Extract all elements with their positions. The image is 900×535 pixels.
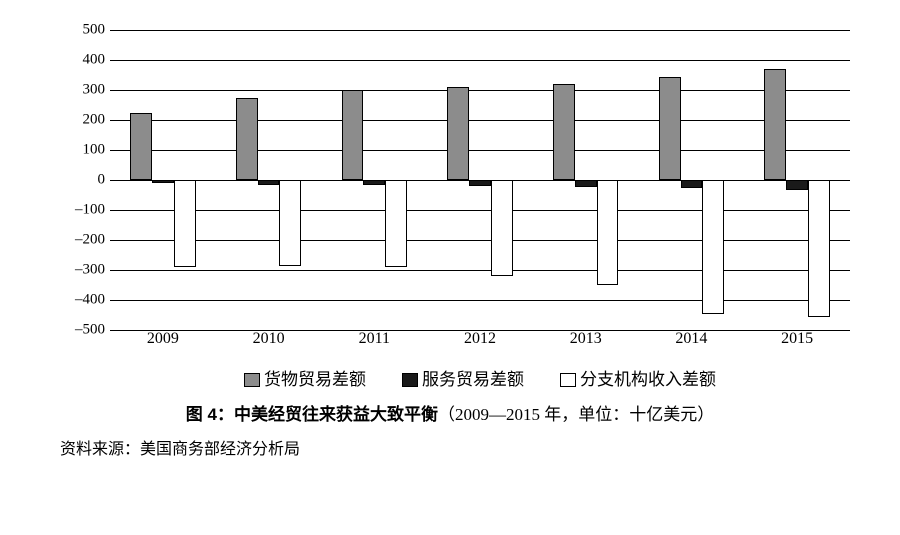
bar-affiliates	[279, 180, 301, 266]
gridline	[110, 300, 850, 301]
bar-affiliates	[597, 180, 619, 285]
gridline	[110, 60, 850, 61]
figure-title: 中美经贸往来获益大致平衡	[234, 405, 438, 424]
plot-area	[110, 30, 850, 331]
bar-goods	[553, 84, 575, 180]
legend-swatch-goods	[244, 373, 260, 387]
bar-services	[681, 180, 703, 188]
bar-services	[152, 180, 174, 183]
legend-label: 货物贸易差额	[264, 370, 366, 389]
bar-services	[469, 180, 491, 186]
legend-item-affiliates: 分支机构收入差额	[560, 365, 716, 390]
bar-goods	[236, 98, 258, 181]
x-tick-label: 2009	[147, 330, 179, 348]
source-prefix: 资料来源：	[60, 441, 140, 458]
bar-services	[363, 180, 385, 185]
figure-label: 图 4：	[186, 405, 234, 424]
bar-services	[786, 180, 808, 190]
bar-services	[575, 180, 597, 187]
bar-affiliates	[174, 180, 196, 267]
gridline	[110, 150, 850, 151]
bar-affiliates	[385, 180, 407, 267]
y-tick-label: –200	[45, 233, 105, 248]
y-tick-label: 0	[45, 173, 105, 188]
gridline	[110, 30, 850, 31]
gridline	[110, 270, 850, 271]
x-tick-label: 2013	[570, 330, 602, 348]
legend: 货物贸易差额 服务贸易差额 分支机构收入差额	[110, 365, 850, 390]
legend-swatch-services	[402, 373, 418, 387]
bar-goods	[342, 90, 364, 180]
y-tick-label: –500	[45, 323, 105, 338]
y-tick-label: 400	[45, 53, 105, 68]
gridline	[110, 240, 850, 241]
chart-container: 货物贸易差额服务贸易差额分支机构收入差额 5004003002001000–10…	[40, 20, 860, 380]
figure-note: （2009—2015 年，单位：十亿美元）	[438, 405, 714, 424]
y-tick-label: –100	[45, 203, 105, 218]
x-tick-label: 2012	[464, 330, 496, 348]
y-tick-label: –300	[45, 263, 105, 278]
y-tick-label: 100	[45, 143, 105, 158]
x-tick-label: 2015	[781, 330, 813, 348]
bar-goods	[764, 69, 786, 180]
bar-goods	[447, 87, 469, 180]
x-tick-label: 2011	[359, 330, 390, 348]
legend-label: 服务贸易差额	[422, 370, 524, 389]
legend-label: 分支机构收入差额	[580, 370, 716, 389]
source-text: 美国商务部经济分析局	[140, 441, 300, 458]
bar-affiliates	[491, 180, 513, 276]
caption-block: 图 4：中美经贸往来获益大致平衡（2009—2015 年，单位：十亿美元） 资料…	[40, 400, 860, 459]
figure-wrapper: 货物贸易差额 服务贸易差额 分支机构收入差额 500 400 300 200 100 0 –10…	[0, 0, 900, 535]
x-tick-label: 2010	[253, 330, 285, 348]
y-tick-label: 500	[45, 23, 105, 38]
bar-affiliates	[702, 180, 724, 314]
bar-affiliates	[808, 180, 830, 317]
x-tick-label: 2014	[675, 330, 707, 348]
legend-item-services: 服务贸易差额	[402, 365, 524, 390]
gridline	[110, 120, 850, 121]
legend-swatch-affiliates	[560, 373, 576, 387]
bar-goods	[659, 77, 681, 181]
y-tick-label: 300	[45, 83, 105, 98]
source-line: 资料来源：美国商务部经济分析局	[40, 435, 860, 459]
y-tick-label: 200	[45, 113, 105, 128]
legend-item-goods: 货物贸易差额	[244, 365, 366, 390]
gridline	[110, 210, 850, 211]
gridline	[110, 90, 850, 91]
bar-services	[258, 180, 280, 185]
bar-goods	[130, 113, 152, 181]
caption-line: 图 4：中美经贸往来获益大致平衡（2009—2015 年，单位：十亿美元）	[40, 400, 860, 425]
y-tick-label: –400	[45, 293, 105, 308]
